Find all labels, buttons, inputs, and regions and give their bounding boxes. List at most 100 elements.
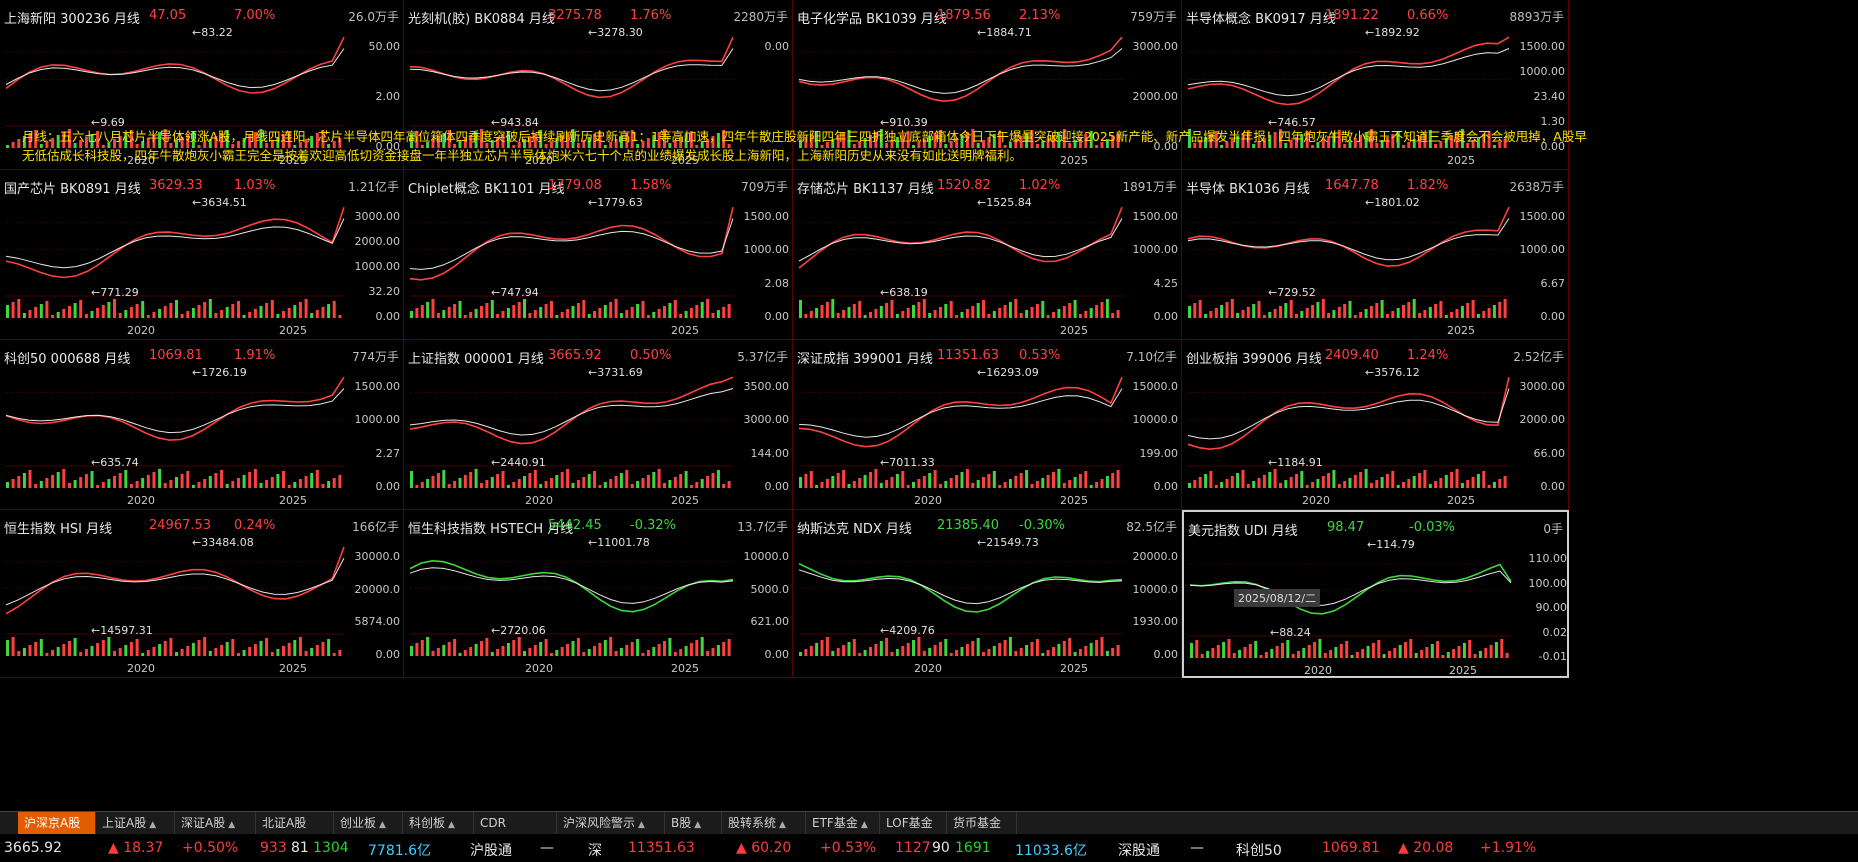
chart-panel[interactable]: 恒生指数 HSI 月线 24967.53 0.24% 166亿手 ←33484.08 ←1… <box>0 510 404 678</box>
volume-bar <box>582 300 586 318</box>
volume-bar <box>804 314 808 318</box>
kc50-label[interactable]: 科创50 <box>1236 843 1282 859</box>
market-tab[interactable]: 北证A股 <box>256 812 334 834</box>
sz-up-count: 1127 <box>895 840 931 856</box>
volume-bar <box>1364 309 1368 318</box>
volume-bar <box>1014 139 1018 148</box>
market-tab[interactable]: CDR <box>474 812 557 834</box>
market-tab[interactable]: 股转系统 ▲ <box>722 812 806 834</box>
chart-panel[interactable]: 科创50 000688 月线 1069.81 1.91% 774万手 ←1726.19 ←… <box>0 340 404 510</box>
volume-bar <box>39 481 43 488</box>
volume-bar <box>533 645 537 656</box>
volume-bar <box>1460 306 1464 318</box>
volume-bar <box>203 637 207 656</box>
volume-bar <box>598 308 602 318</box>
volume-bar <box>593 646 596 656</box>
y-axis-label: 0.00 <box>1540 480 1566 493</box>
volume-bar <box>101 145 105 148</box>
panel-change-pct: 1.03% <box>234 178 276 193</box>
volume-bar <box>152 647 156 656</box>
chart-panel[interactable]: Chiplet概念 BK1101 月线 1779.08 1.58% 709万手 ←177… <box>404 170 793 340</box>
volume-bar <box>652 312 656 318</box>
chart-panel[interactable]: 深证成指 399001 月线 11351.63 0.53% 7.10亿手 ←16293.… <box>793 340 1182 510</box>
volume-bar <box>225 484 229 488</box>
volume-bar <box>1252 481 1256 488</box>
sz-change: ▲ 60.20 <box>736 840 792 856</box>
ma-line <box>798 569 1123 605</box>
volume-bar <box>695 305 699 318</box>
volume-bar <box>949 301 953 318</box>
volume-bar <box>1455 469 1459 488</box>
volume-bar <box>939 307 942 318</box>
volume-bar <box>809 646 813 656</box>
volume-bar <box>555 475 559 488</box>
low-label: ←88.24 <box>1270 626 1311 639</box>
volume-bar <box>410 134 413 148</box>
volume-bar <box>1446 652 1450 658</box>
chart-panel[interactable]: 电子化学品 BK1039 月线 1879.56 2.13% 759万手 ←1884.71… <box>793 0 1182 170</box>
volume-bar <box>722 307 726 318</box>
volume-bar <box>1425 647 1429 658</box>
volume-bar <box>1323 653 1327 658</box>
panel-header: 恒生科技指数 HSTECH 月线 5442.45 -0.32% 13.7亿手 <box>408 518 788 537</box>
chart-panel[interactable]: 光刻机(胶) BK0884 月线 3275.78 1.76% 2280万手 ←3278.… <box>404 0 793 170</box>
volume-bar <box>68 129 71 148</box>
volume-bar <box>960 312 964 318</box>
volume-bar <box>879 483 883 488</box>
volume-bar <box>124 470 128 488</box>
panel-volume: 82.5亿手 <box>1126 520 1177 534</box>
sh-change: ▲ 18.37 <box>108 840 164 856</box>
chart-panel[interactable]: 半导体 BK1036 月线 1647.78 1.82% 2638万手 ←1801.02 ←… <box>1182 170 1569 340</box>
volume-bar <box>895 649 899 656</box>
volume-bar <box>965 644 969 656</box>
sgt-label[interactable]: 深股通 <box>1118 843 1160 859</box>
market-tab[interactable]: 科创板 ▲ <box>403 812 474 834</box>
volume-bar <box>879 641 883 656</box>
volume-bar <box>727 639 731 656</box>
ma-line <box>1189 570 1512 606</box>
chart-panel[interactable]: 纳斯达克 NDX 月线 21385.40 -0.30% 82.5亿手 ←21549.73… <box>793 510 1182 678</box>
volume-bar <box>1364 469 1368 488</box>
market-tab[interactable]: 沪深风险警示 ▲ <box>557 812 665 834</box>
volume-bar <box>1003 305 1007 318</box>
chart-panel[interactable]: 恒生科技指数 HSTECH 月线 5442.45 -0.32% 13.7亿手 ←1100… <box>404 510 793 678</box>
market-tab[interactable]: 深证A股 ▲ <box>175 812 256 834</box>
panel-change-pct: 1.02% <box>1019 178 1061 193</box>
market-tab-label: 股转系统 <box>728 816 777 830</box>
y-axis-label: 1.30 <box>1540 115 1566 128</box>
chart-panel[interactable]: 半导体概念 BK0917 月线 1891.22 0.66% 8893万手 ←1892.9… <box>1182 0 1569 170</box>
volume-bar <box>175 140 178 148</box>
chart-panel[interactable]: 美元指数 UDI 月线 98.47 -0.03% 0手 ←114.79 ←88.24 110… <box>1182 510 1569 678</box>
volume-bar <box>1337 307 1341 318</box>
chart-panel[interactable]: 存储芯片 BK1137 月线 1520.82 1.02% 1891万手 ←1525.84… <box>793 170 1182 340</box>
chart-panel[interactable]: 国产芯片 BK0891 月线 3629.33 1.03% 1.21亿手 ←3634.51… <box>0 170 404 340</box>
panel-volume: 0手 <box>1543 522 1563 536</box>
y-axis-label: 3000.00 <box>1132 40 1179 53</box>
chart-panel[interactable]: 创业板指 399006 月线 2409.40 1.24% 2.52亿手 ←3576.12… <box>1182 340 1569 510</box>
volume-bar <box>1211 648 1215 658</box>
volume-bar <box>1321 139 1325 148</box>
y-axis-label: 6.67 <box>1540 277 1566 290</box>
volume-bar <box>539 307 543 318</box>
market-tab[interactable]: B股 ▲ <box>665 812 722 834</box>
market-tab[interactable]: LOF基金▲ <box>880 812 947 852</box>
volume-bar <box>175 652 178 656</box>
volume-bar <box>1295 137 1298 148</box>
volume-bar <box>463 475 467 488</box>
market-tab[interactable]: 上证A股 ▲ <box>96 812 175 834</box>
market-tab[interactable]: 货币基金 <box>947 812 1017 834</box>
chart-panel[interactable]: 上海新阳 300236 月线 47.05 7.00% 26.0万手 ←83.22 ←9.6… <box>0 0 404 170</box>
chart-panel[interactable]: 上证指数 000001 月线 3665.92 0.50% 5.37亿手 ←3731.69… <box>404 340 793 510</box>
volume-bar <box>679 474 683 488</box>
volume-bar <box>1270 649 1274 658</box>
volume-bar <box>270 477 274 488</box>
volume-bar <box>799 140 802 148</box>
market-tab[interactable]: 创业板 ▲ <box>334 812 403 834</box>
panel-price: 1891.22 <box>1325 8 1379 23</box>
volume-bar <box>1078 314 1082 318</box>
market-tab[interactable]: ETF基金 ▲ <box>806 812 880 834</box>
hgt-label[interactable]: 沪股通 <box>470 843 512 859</box>
y-axis-label: 110.00 <box>1528 552 1568 565</box>
market-tab[interactable]: 沪深京A股▲ <box>18 812 96 852</box>
volume-bar <box>1078 474 1082 488</box>
